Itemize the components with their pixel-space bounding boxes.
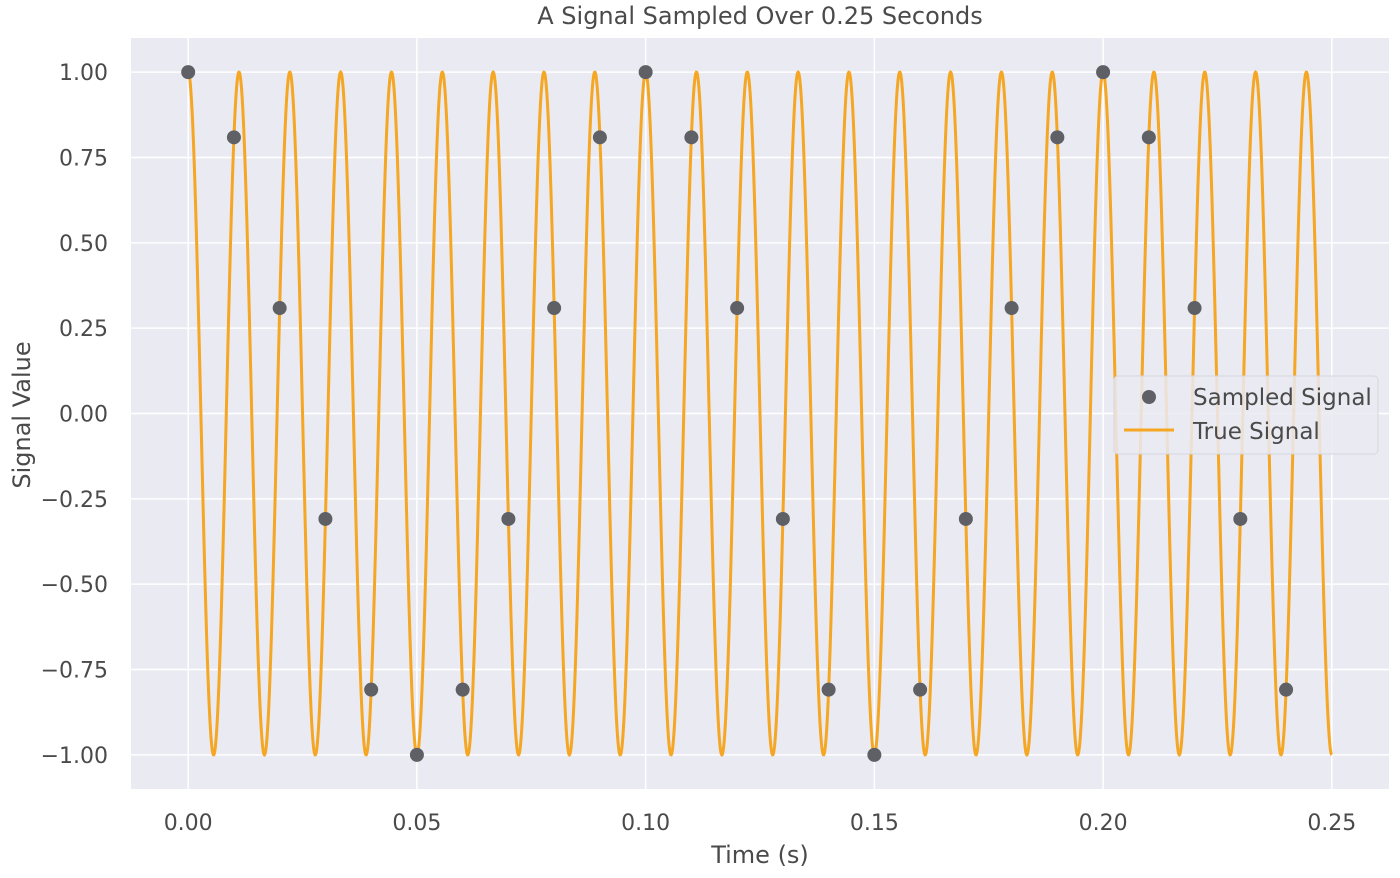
y-tick-label: 0.75 [59,146,108,171]
y-tick-label: 0.25 [59,317,108,342]
legend: Sampled Signal True Signal [1113,375,1379,455]
x-axis-label: Time (s) [710,841,809,869]
y-tick-label: 0.00 [59,403,108,428]
sampled-point [684,130,699,145]
sampled-point [958,511,973,526]
x-tick-label: 0.20 [1079,811,1128,836]
x-tick-label: 0.25 [1307,811,1356,836]
sampled-point [1050,130,1065,145]
sampled-point [1141,130,1156,145]
x-tick-label: 0.00 [164,811,213,836]
sampled-point [272,301,287,316]
legend-label-true: True Signal [1192,419,1320,445]
x-tick-label: 0.05 [392,811,441,836]
y-tick-label: −0.25 [41,488,108,513]
sampled-point [547,301,562,316]
y-axis-label: Signal Value [8,341,36,488]
y-tick-label: −0.50 [41,573,108,598]
sampled-point [1004,301,1019,316]
sampled-point [592,130,607,145]
sampled-point [455,682,470,697]
sampled-point [821,682,836,697]
sampled-point [775,511,790,526]
y-tick-label: −1.00 [41,744,108,769]
sampled-point [181,65,196,80]
sampled-point [638,65,653,80]
y-tick-label: −0.75 [41,659,108,684]
y-tick-label: 1.00 [59,61,108,86]
legend-marker-sampled [1142,390,1156,404]
sampled-point [409,747,424,762]
sampled-point [318,511,333,526]
x-tick-label: 0.15 [850,811,899,836]
chart-title: A Signal Sampled Over 0.25 Seconds [537,2,983,30]
sampled-point [226,130,241,145]
sampled-point [867,747,882,762]
y-tick-label: 0.50 [59,232,108,257]
sampled-point [364,682,379,697]
sampled-point [1279,682,1294,697]
sampled-point [913,682,928,697]
sampled-point [1096,65,1111,80]
sampled-point [501,511,516,526]
sampled-point [730,301,745,316]
sampled-point [1233,511,1248,526]
tick-labels: 0.00 0.05 0.10 0.15 0.20 0.25 1.00 0.75 0.50 0.25… [41,61,1357,836]
legend-box [1113,375,1379,455]
legend-label-sampled: Sampled Signal [1193,385,1372,411]
x-tick-label: 0.10 [621,811,670,836]
sampled-point [1187,301,1202,316]
